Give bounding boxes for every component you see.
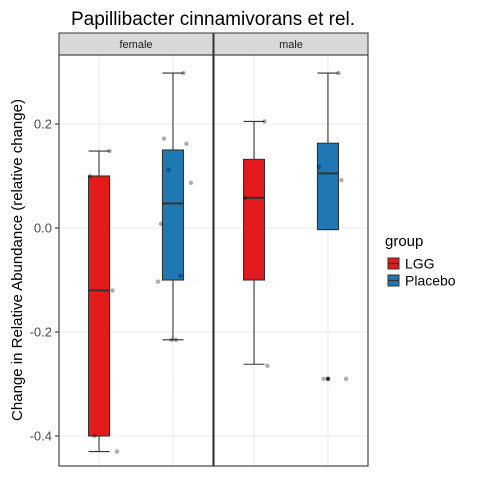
facet-label-male: male xyxy=(279,39,303,51)
data-point xyxy=(336,70,341,76)
data-point xyxy=(92,433,97,439)
data-point xyxy=(242,195,248,201)
data-point xyxy=(181,70,186,76)
data-point xyxy=(178,273,183,279)
outlier-point xyxy=(325,376,331,381)
legend-item-lgg: LGG xyxy=(386,256,435,272)
data-point xyxy=(161,136,167,141)
box-iqr xyxy=(242,158,266,281)
data-point xyxy=(110,288,115,293)
panel-border xyxy=(58,54,214,467)
box-iqr xyxy=(87,175,111,437)
y-tick-label: 0.2 xyxy=(34,117,52,132)
panel-border xyxy=(213,54,369,467)
data-point xyxy=(114,449,120,454)
legend-title: group xyxy=(385,233,423,250)
panel-background xyxy=(59,55,213,466)
data-point xyxy=(188,180,194,185)
data-point xyxy=(262,119,267,124)
facet-panels: female male xyxy=(58,32,369,467)
data-point xyxy=(339,177,344,183)
data-point xyxy=(184,141,189,146)
data-point xyxy=(107,148,112,154)
facet-panel-female: female xyxy=(58,32,214,467)
facet-panel-male: male xyxy=(213,32,369,467)
box-male-LGG xyxy=(242,119,270,368)
data-point xyxy=(173,337,179,342)
data-point xyxy=(265,363,270,368)
legend-label: LGG xyxy=(405,256,435,272)
facet-label-female: female xyxy=(119,39,152,51)
data-point xyxy=(87,173,93,179)
y-axis-title: Change in Relative Abundance (relative c… xyxy=(9,99,26,421)
data-point xyxy=(155,279,161,284)
data-point xyxy=(343,376,349,381)
legend-item-placebo: Placebo xyxy=(386,273,456,289)
data-point xyxy=(321,376,326,381)
box-female-LGG xyxy=(87,148,120,454)
data-point xyxy=(169,337,174,342)
data-point xyxy=(166,167,171,172)
y-tick-label: -0.2 xyxy=(30,325,52,340)
chart-title: Papillibacter cinnamivorans et rel. xyxy=(71,9,355,30)
box-female-Placebo xyxy=(155,70,194,342)
box-iqr xyxy=(161,149,185,281)
box-iqr xyxy=(316,142,340,231)
box-male-Placebo xyxy=(316,70,349,381)
y-tick-label: -0.4 xyxy=(30,429,52,444)
legend-label: Placebo xyxy=(405,273,456,289)
y-tick-label: 0.0 xyxy=(34,221,52,236)
panel-background xyxy=(214,55,368,466)
y-axis: 0.2 0.0 -0.2 -0.4 xyxy=(30,117,59,444)
data-point xyxy=(316,164,322,169)
data-point xyxy=(158,221,164,227)
